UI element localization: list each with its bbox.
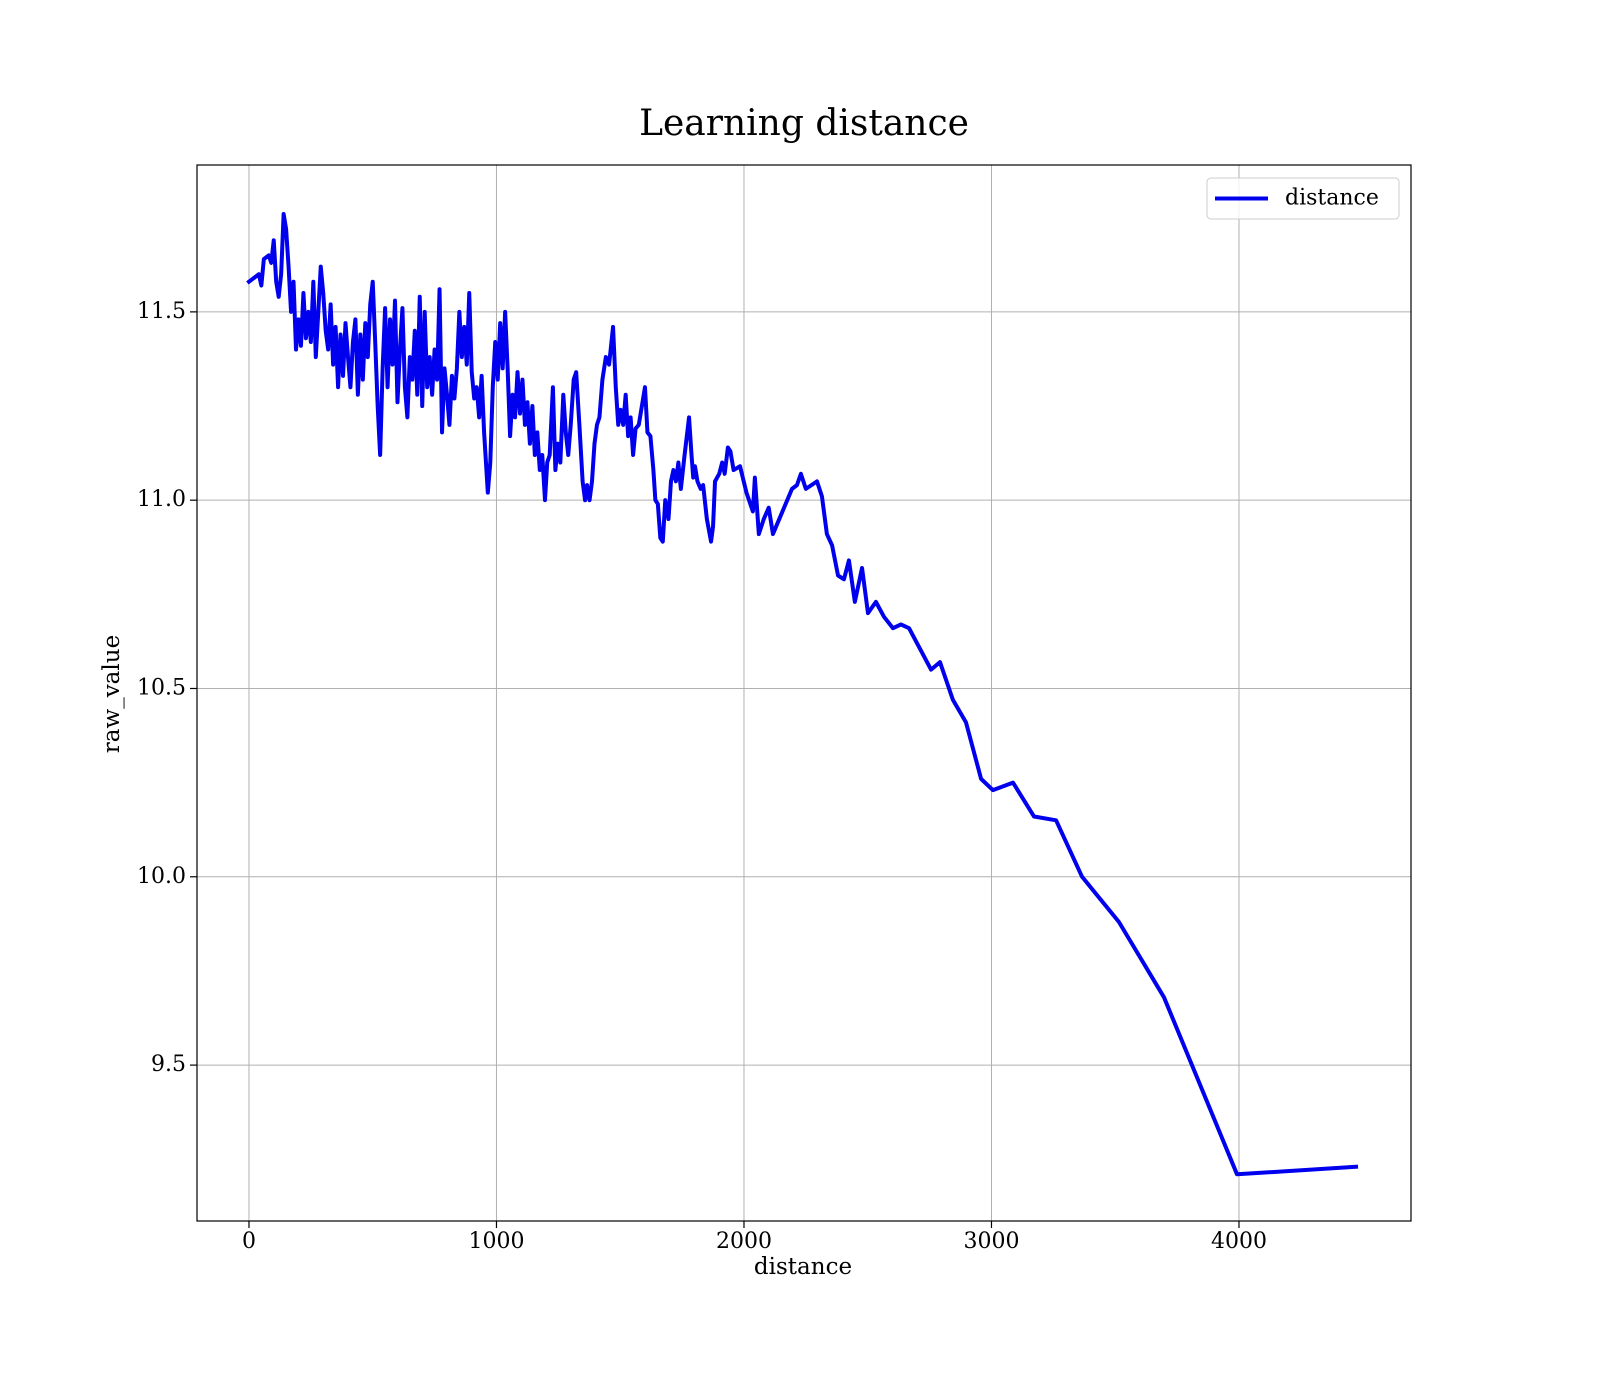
- axes-frame: [196, 164, 1412, 1222]
- x-tick-label: 1000: [468, 1229, 524, 1254]
- x-tick-label: 2000: [716, 1229, 772, 1254]
- x-axis-label: distance: [754, 1254, 852, 1280]
- grid: [197, 165, 1411, 1221]
- chart-title: Learning distance: [639, 103, 969, 144]
- y-axis-label: raw_value: [99, 635, 125, 753]
- y-tick-label: 11.0: [137, 487, 186, 512]
- y-tick-label: 11.5: [137, 299, 186, 324]
- data-line: [246, 211, 1359, 1177]
- x-tick-label: 4000: [1211, 1229, 1267, 1254]
- plot-area: [246, 211, 1359, 1177]
- y-tick-label: 10.5: [137, 675, 186, 700]
- ticks: 0 1000 2000 3000 4000 9.5 10.0 10.5 11.0 11.5: [137, 299, 1267, 1254]
- x-tick-label: 3000: [963, 1229, 1019, 1254]
- x-tick-label: 0: [242, 1229, 256, 1254]
- y-tick-label: 10.0: [137, 864, 186, 889]
- legend-label: distance: [1285, 186, 1379, 211]
- y-tick-label: 9.5: [151, 1052, 186, 1077]
- legend-box: [1206, 177, 1400, 220]
- legend: distance: [1206, 177, 1400, 220]
